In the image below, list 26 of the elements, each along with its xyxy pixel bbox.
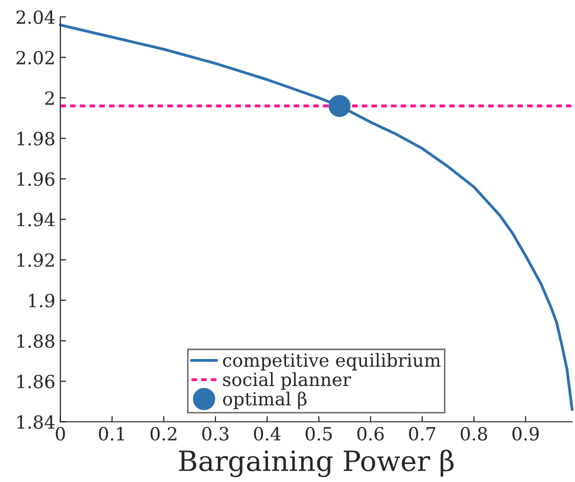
y-tick-label: 2.04 (16, 10, 55, 24)
y-tick-label: 1.94 (18, 212, 55, 226)
x-tick-label: 0.3 (202, 426, 228, 441)
y-tick-label: 1.88 (18, 334, 54, 348)
y-tick-label: 1.92 (18, 253, 54, 267)
x-tick-label: 0.2 (150, 426, 176, 441)
y-tick-label: 1.84 (18, 415, 55, 429)
x-axis-title: Bargaining Power β (179, 450, 454, 478)
legend-label: competitive equilibrium (223, 352, 441, 370)
legend-label: optimal β (223, 392, 307, 410)
x-tick-label: 0.5 (306, 426, 332, 441)
x-tick-label: 0.4 (254, 426, 281, 441)
x-tick-label: 0.6 (357, 426, 384, 441)
x-tick-label: 0.1 (98, 426, 124, 441)
y-tick-label: 1.96 (18, 172, 54, 186)
y-tick-label: 1.98 (18, 132, 54, 146)
y-tick-label: 2 (45, 91, 54, 105)
legend-label: social planner (223, 372, 352, 390)
y-tick-label: 2.02 (16, 50, 54, 64)
x-tick-label: 0.7 (409, 426, 436, 441)
x-tick-label: 0.8 (460, 426, 488, 441)
line-series (58, 24, 574, 411)
y-tick-label: 1.9 (29, 294, 54, 308)
x-tick-label: 0 (56, 426, 65, 441)
y-tick-label: 1.86 (18, 374, 54, 388)
x-tick-label: 0.9 (512, 426, 539, 441)
